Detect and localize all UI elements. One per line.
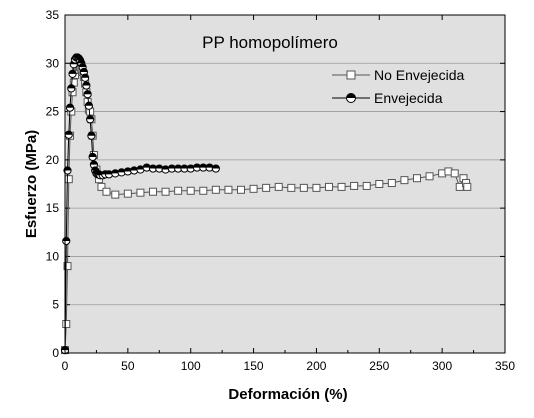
x-tick-label: 350: [495, 359, 515, 373]
y-tick-label: 30: [46, 56, 60, 70]
data-point-circle: [63, 166, 72, 175]
y-tick-label: 35: [46, 8, 60, 22]
data-point-circle: [123, 167, 132, 176]
data-point-circle: [68, 69, 77, 79]
data-point-square: [337, 182, 346, 191]
x-tick-label: 100: [181, 359, 201, 373]
data-point-square: [186, 186, 195, 195]
data-point-square: [63, 262, 72, 271]
data-point-square: [123, 189, 132, 198]
y-tick-label: 5: [52, 298, 59, 312]
data-point-circle: [86, 115, 95, 124]
data-point-circle: [136, 165, 145, 174]
y-tick-label: 20: [46, 153, 60, 167]
data-point-circle: [83, 90, 92, 99]
data-point-square: [312, 183, 321, 192]
data-point-circle: [67, 84, 76, 93]
x-tick-label: 250: [369, 359, 389, 373]
y-tick-label: 10: [46, 249, 60, 263]
data-point-circle: [64, 130, 73, 139]
data-point-square: [362, 181, 371, 190]
data-point-square: [262, 183, 271, 192]
y-axis-title: Esfuerzo (MPa): [23, 130, 40, 238]
data-point-square: [375, 180, 384, 188]
data-point-circle: [161, 165, 170, 174]
data-point-square: [64, 175, 73, 184]
data-point-square: [413, 174, 421, 183]
data-point-square: [299, 183, 308, 192]
data-point-circle: [81, 73, 90, 82]
data-point-square: [350, 181, 359, 190]
data-point-square: [161, 187, 170, 196]
data-point-square: [136, 188, 145, 197]
series-no-envejecida: [61, 62, 472, 355]
legend-marker-envejecida: [346, 93, 356, 103]
data-point-square: [425, 172, 434, 181]
y-tick-label: 25: [46, 105, 60, 119]
data-point-square: [274, 182, 283, 191]
data-point-circle: [180, 164, 189, 173]
data-point-square: [199, 186, 208, 195]
data-point-circle: [148, 164, 158, 173]
x-tick-label: 300: [432, 359, 452, 373]
data-point-circle: [117, 168, 126, 177]
data-point-square: [102, 187, 111, 196]
legend-marker-no-envejecida: [346, 70, 356, 80]
data-point-circle: [65, 103, 75, 112]
legend: No Envejecida Envejecida: [332, 67, 464, 106]
data-point-square: [237, 185, 245, 194]
data-point-square: [111, 190, 120, 199]
data-point-square: [450, 169, 459, 178]
data-point-square: [287, 183, 296, 192]
data-point-square: [325, 182, 333, 191]
x-axis-title: Deformación (%): [228, 386, 347, 403]
x-tick-label: 50: [121, 359, 135, 373]
data-point-square: [211, 185, 220, 194]
series-layer: [60, 53, 472, 355]
data-point-square: [174, 186, 183, 195]
data-point-circle: [62, 236, 71, 246]
data-point-circle: [84, 101, 93, 110]
data-point-square: [62, 320, 71, 329]
data-point-square: [97, 182, 106, 191]
data-point-square: [149, 187, 157, 196]
x-tick-label: 150: [244, 359, 264, 373]
data-point-circle: [211, 164, 220, 173]
data-point-square: [400, 176, 409, 185]
y-tick-label: 15: [46, 201, 60, 215]
data-point-square: [387, 179, 396, 188]
series-envejecida: [60, 53, 220, 355]
data-point-circle: [186, 164, 195, 173]
plot-frame: [64, 14, 506, 354]
legend-label-envejecida: Envejecida: [374, 90, 443, 106]
x-tick-label: 0: [62, 359, 69, 373]
tick-labels: 0 50 100 150 200 250 300 350 0 5 10 15 20 25 30 35: [46, 8, 516, 373]
data-point-circle: [130, 166, 139, 175]
chart-title: PP homopolímero: [202, 33, 338, 52]
x-tick-label: 200: [306, 359, 326, 373]
data-point-square: [463, 182, 472, 191]
data-point-square: [249, 184, 258, 193]
data-point-circle: [199, 163, 208, 172]
plot-area: [65, 15, 505, 353]
legend-label-no-envejecida: No Envejecida: [374, 67, 464, 83]
grid-lines: [65, 62, 505, 306]
data-point-square: [224, 185, 233, 194]
data-point-circle: [87, 131, 96, 140]
y-tick-label: 0: [52, 346, 59, 360]
data-point-circle: [88, 152, 97, 162]
data-point-circle: [82, 81, 91, 90]
